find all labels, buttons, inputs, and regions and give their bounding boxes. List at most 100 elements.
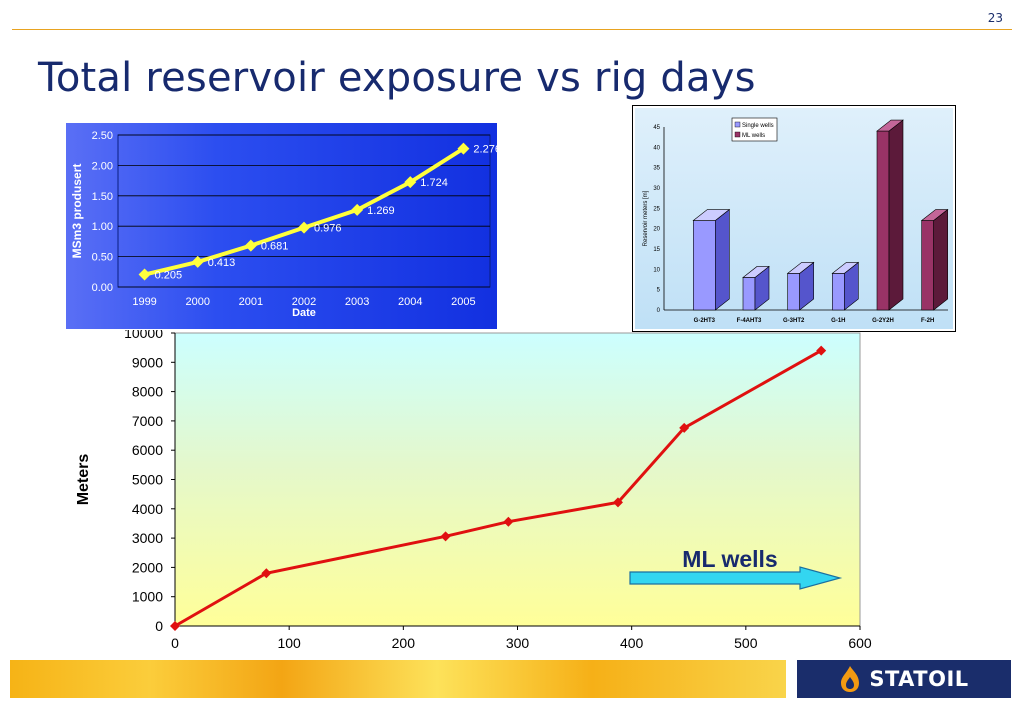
data-point <box>503 516 514 527</box>
x-tick-label: G-2HT3 <box>694 318 716 324</box>
x-tick-label: 2001 <box>239 296 263 308</box>
y-tick-label: 4000 <box>132 501 163 517</box>
bar-front <box>832 273 845 311</box>
data-point <box>170 621 180 631</box>
y-tick-label: 2.00 <box>92 160 113 172</box>
data-point <box>298 221 310 234</box>
y-tick-label: 45 <box>653 125 660 131</box>
y-tick-label: 3000 <box>132 530 163 546</box>
y-tick-label: 1.50 <box>92 191 113 203</box>
data-label: 2.276 <box>473 144 497 156</box>
y-tick-label: 2000 <box>132 559 163 575</box>
x-tick-label: 2003 <box>345 296 369 308</box>
page-number: 23 <box>987 11 1003 25</box>
bar-top <box>742 266 770 278</box>
bar-top <box>786 262 815 274</box>
legend-label: ML wells <box>742 133 765 139</box>
flame-icon <box>841 666 860 692</box>
y-tick-label: 8000 <box>132 384 163 400</box>
x-tick-label: G-1H <box>831 318 845 324</box>
bar-side <box>715 208 730 311</box>
x-tick-label: F-2H <box>921 318 934 324</box>
y-tick-label: 1.00 <box>92 221 113 233</box>
data-label: 0.413 <box>208 257 236 269</box>
bar-top <box>876 119 904 132</box>
y-tick-label: 15 <box>653 247 660 253</box>
annotation-ml-wells: ML wells <box>682 546 777 572</box>
x-tick-label: 300 <box>506 635 530 651</box>
bar-side <box>888 119 904 311</box>
bar-top <box>831 262 860 274</box>
bar-front <box>787 273 800 311</box>
x-tick-label: G-2Y2H <box>872 318 894 324</box>
legend-label: Single wells <box>742 123 774 129</box>
y-tick-label: 10 <box>653 267 660 273</box>
data-point <box>457 142 470 155</box>
x-tick-label: 100 <box>277 635 301 651</box>
data-label: 0.205 <box>155 270 183 282</box>
x-tick-label: 1999 <box>132 296 156 308</box>
legend-swatch <box>734 131 741 138</box>
x-tick-label: 2002 <box>292 296 316 308</box>
footer-bar <box>10 660 786 698</box>
bar-top <box>692 209 731 221</box>
y-tick-label: 25 <box>653 206 660 212</box>
y-tick-label: 2.50 <box>92 130 113 142</box>
data-point <box>816 345 827 356</box>
bar-side <box>933 208 948 311</box>
data-point <box>138 268 151 281</box>
data-point <box>351 203 364 216</box>
data-label: 0.976 <box>314 223 342 235</box>
bar-front <box>742 277 756 311</box>
y-tick-label: 0.00 <box>92 282 113 294</box>
statoil-logo: STATOIL <box>797 660 1011 698</box>
y-tick-label: 35 <box>653 166 660 172</box>
data-point <box>679 422 690 433</box>
data-point <box>612 497 623 508</box>
y-tick-label: 5000 <box>132 472 163 488</box>
y-tick-label: 30 <box>653 186 660 192</box>
x-tick-label: 0 <box>171 635 179 651</box>
top-rule <box>12 29 1012 30</box>
y-tick-label: 5 <box>657 288 661 294</box>
x-tick-label: 500 <box>734 635 758 651</box>
data-point <box>244 239 257 252</box>
x-tick-label: 600 <box>848 635 872 651</box>
logo-text: STATOIL <box>869 667 969 691</box>
y-tick-label: 1000 <box>132 589 163 605</box>
x-tick-label: 2005 <box>451 296 475 308</box>
x-tick-label: 400 <box>620 635 644 651</box>
x-tick-label: F-4AHT3 <box>737 318 762 324</box>
annotation-arrow <box>629 566 843 590</box>
y-tick-label: 7000 <box>132 413 163 429</box>
x-axis-label: Date <box>292 307 316 319</box>
legend: Single wells ML wells <box>731 117 778 142</box>
data-point <box>404 176 417 189</box>
slide-title: Total reservoir exposure vs rig days <box>38 55 756 101</box>
bar-front <box>876 130 890 311</box>
y-axis-label: Meters <box>75 454 92 506</box>
y-tick-label: 10000 <box>124 330 163 341</box>
data-point <box>440 531 451 542</box>
y-tick-label: 9000 <box>132 354 163 370</box>
bar-front <box>693 220 716 311</box>
legend-swatch <box>734 121 741 128</box>
y-tick-label: 0 <box>155 618 163 634</box>
x-tick-label: G-3HT2 <box>783 318 805 324</box>
legend-box <box>731 117 778 142</box>
data-point <box>261 568 272 579</box>
x-tick-label: 2000 <box>185 296 209 308</box>
y-tick-label: 0 <box>657 308 661 314</box>
y-tick-label: 40 <box>653 145 660 151</box>
x-tick-label: 2004 <box>398 296 422 308</box>
y-tick-label: 0.50 <box>92 252 113 264</box>
data-label: 1.724 <box>420 177 448 189</box>
bar-front <box>921 220 934 311</box>
y-tick-label: 6000 <box>132 442 163 458</box>
y-tick-label: 20 <box>653 227 660 233</box>
data-label: 1.269 <box>367 205 395 217</box>
y-axis-label: Reservoir meters [m] <box>643 190 649 246</box>
x-tick-label: 200 <box>392 635 416 651</box>
data-label: 0.681 <box>261 241 289 253</box>
meters-vs-rigdays-chart: 0100020003000400050006000700080009000100… <box>75 330 872 675</box>
